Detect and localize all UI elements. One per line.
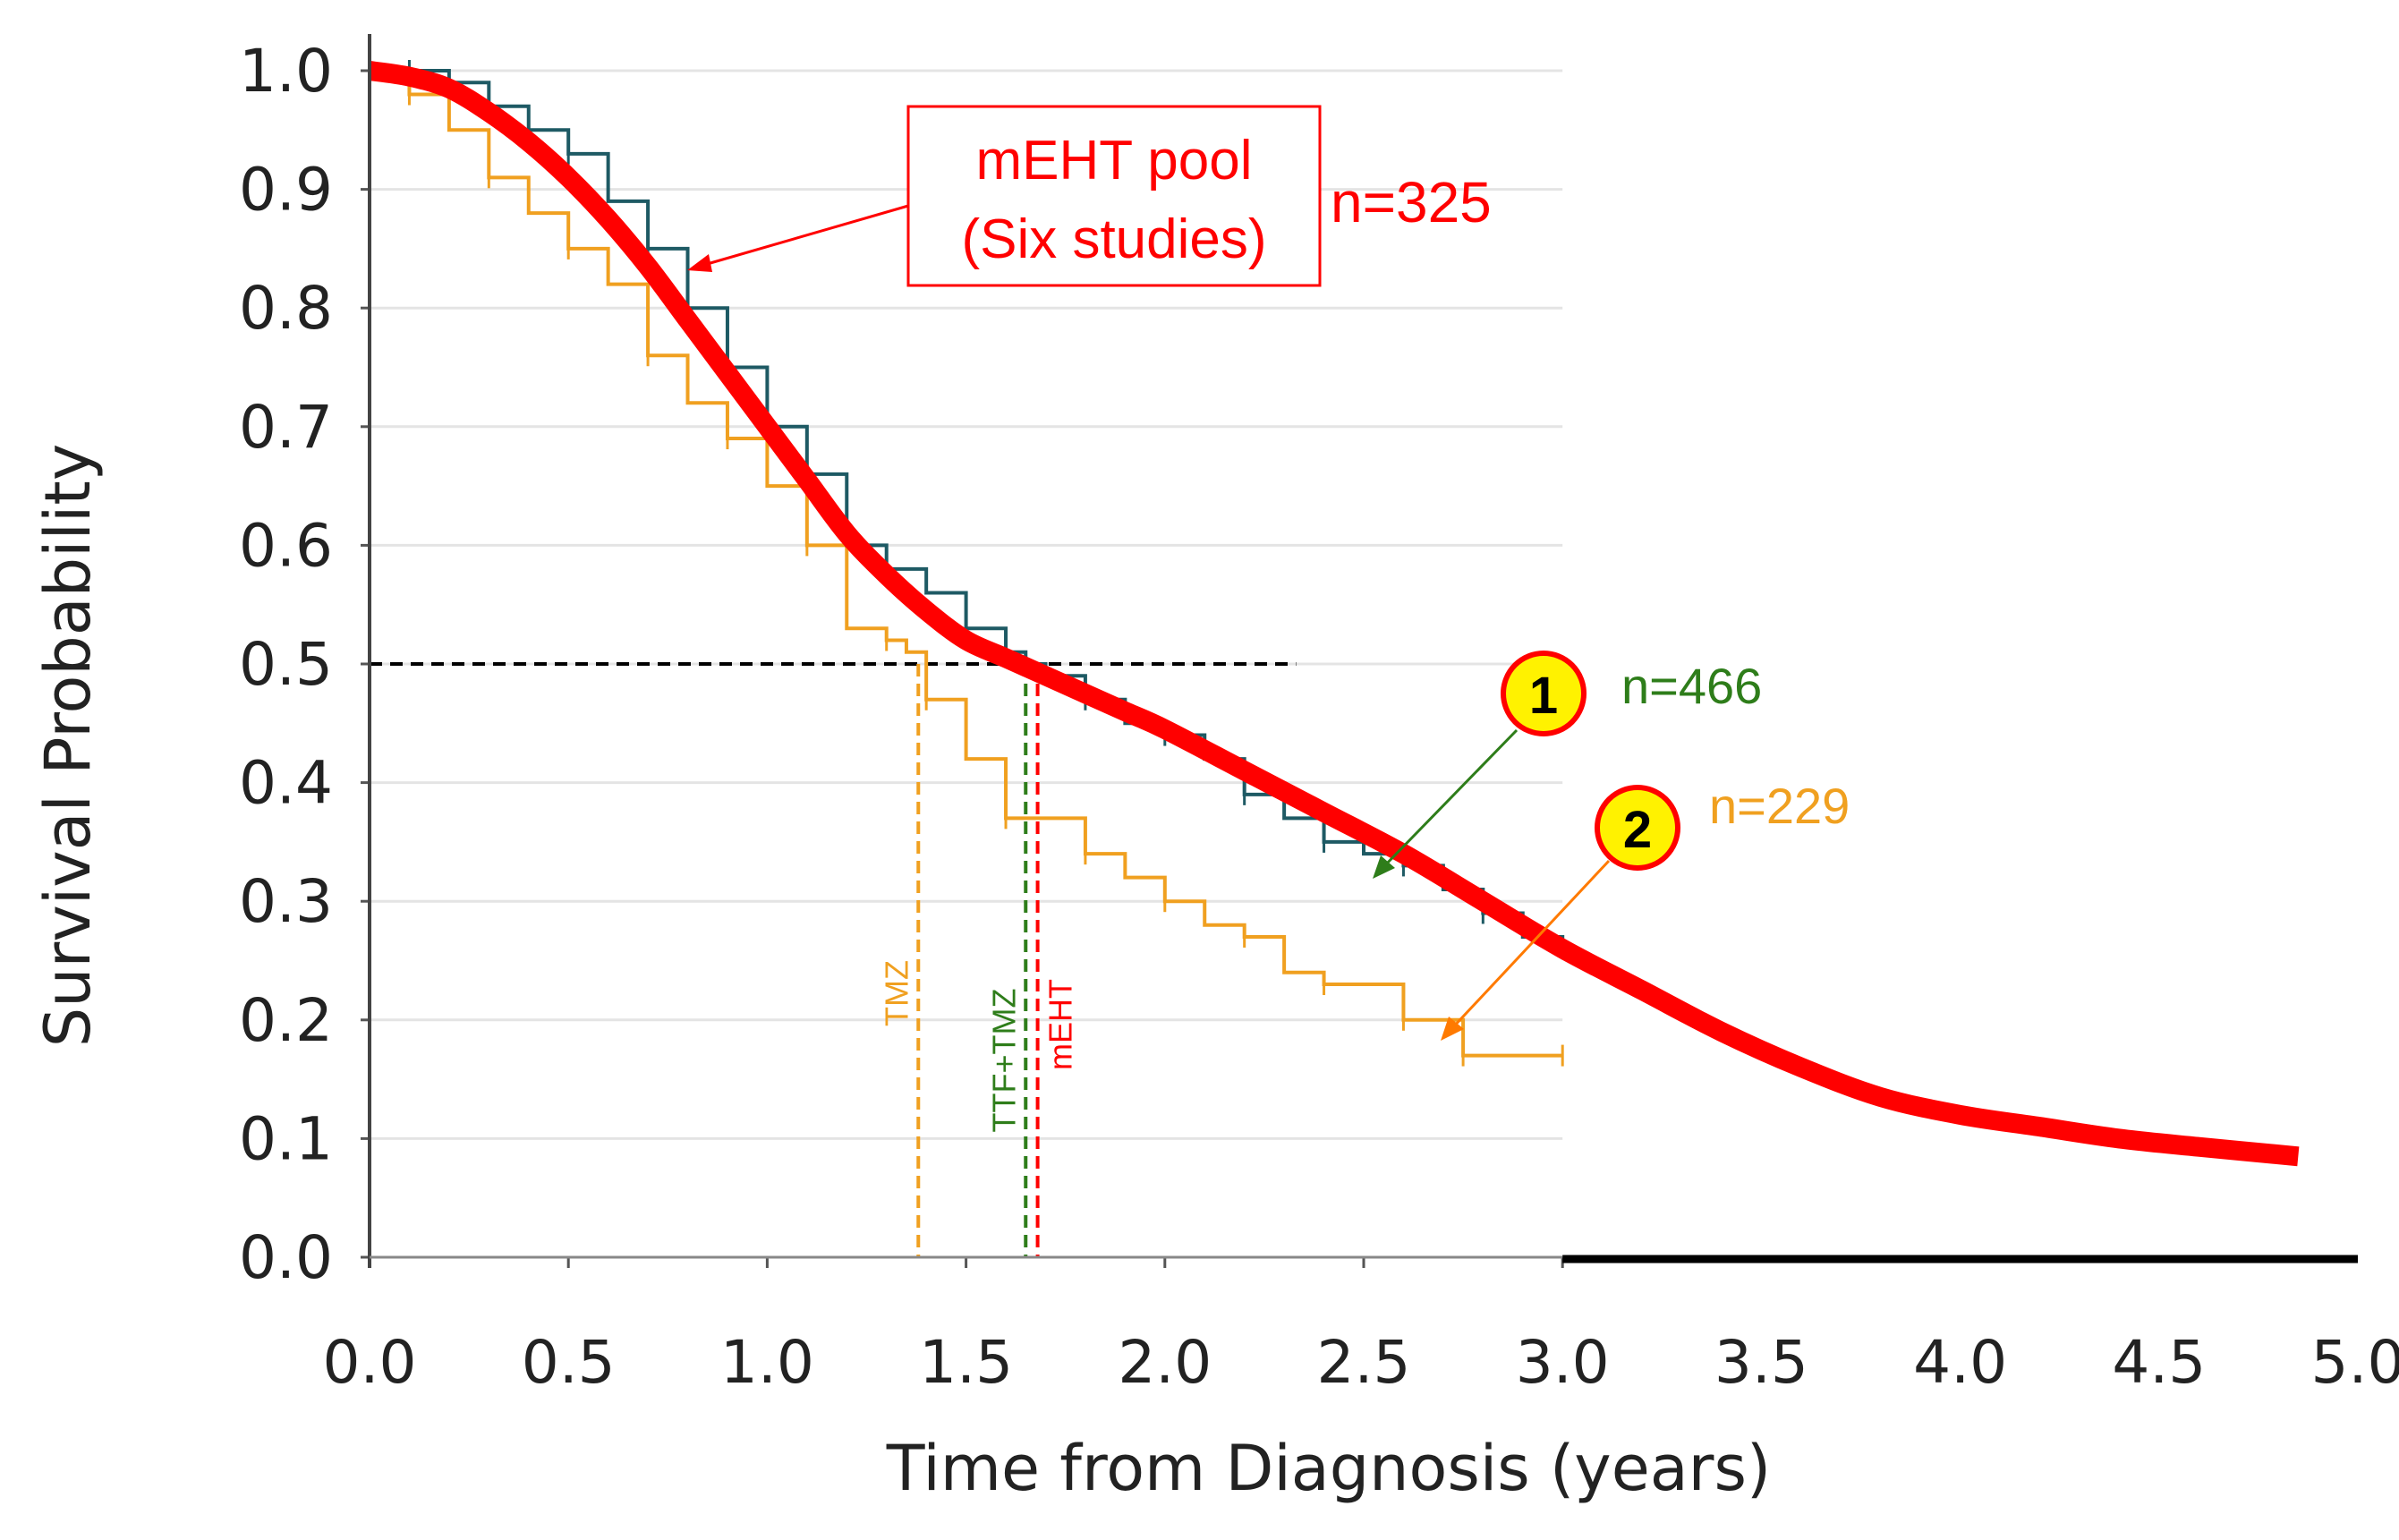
y-tick-label: 0.9 xyxy=(239,156,333,225)
x-tick-label: 5.0 xyxy=(2311,1328,2399,1397)
y-tick-label: 0.0 xyxy=(239,1223,333,1292)
series-lines xyxy=(368,60,2300,1167)
median-label: mEHT xyxy=(1042,979,1079,1070)
n-325-label: n=325 xyxy=(1331,170,1492,234)
x-tick-label: 0.0 xyxy=(323,1328,417,1397)
y-tick-label: 0.5 xyxy=(239,630,333,699)
x-tick-label: 3.0 xyxy=(1516,1328,1610,1397)
circle-2-number: 2 xyxy=(1623,801,1652,859)
y-tick-label: 0.7 xyxy=(239,393,333,462)
axes xyxy=(361,34,2358,1268)
meht-pool-sublabel: (Six studies) xyxy=(961,208,1266,270)
x-tick-label: 1.0 xyxy=(720,1328,814,1397)
median-label: TTF+TMZ xyxy=(985,989,1022,1133)
meht-pool-annotation: mEHT pool (Six studies) n=325 xyxy=(687,105,1492,287)
x-tick-label: 2.5 xyxy=(1317,1328,1411,1397)
circle-2-badge xyxy=(1595,785,1680,871)
meht-pool-label: mEHT pool xyxy=(976,130,1253,191)
series-2-arrow xyxy=(1450,859,1611,1031)
series-2-annotation: 2 n=229 xyxy=(1441,778,1850,1041)
series-line-n=466 xyxy=(370,69,1565,949)
series-2-arrowhead xyxy=(1441,1017,1464,1041)
meht-pool-arrow xyxy=(697,204,909,268)
y-tick-label: 0.2 xyxy=(239,986,333,1055)
x-tick-label: 3.5 xyxy=(1714,1328,1808,1397)
median-label: TMZ xyxy=(878,960,915,1026)
series-1-annotation: 1 n=466 xyxy=(1373,651,1762,879)
y-tick-label: 0.6 xyxy=(239,511,333,580)
circle-1-badge xyxy=(1501,651,1587,736)
series-1-arrow xyxy=(1381,728,1519,870)
y-tick-label: 0.1 xyxy=(239,1104,333,1173)
x-tick-label: 2.0 xyxy=(1118,1328,1212,1397)
meht-pool-arrowhead xyxy=(687,254,712,272)
y-tick-label: 0.4 xyxy=(239,749,333,818)
x-axis-title: Time from Diagnosis (years) xyxy=(886,1432,1771,1505)
series-line-n=229 xyxy=(370,69,1563,1058)
x-tick-label: 0.5 xyxy=(522,1328,616,1397)
y-tick-label: 1.0 xyxy=(239,37,333,106)
meht-pool-box xyxy=(906,105,1322,287)
series-line-n=325 xyxy=(368,61,2300,1167)
y-tick-label: 0.3 xyxy=(239,867,333,936)
n-229-label: n=229 xyxy=(1709,778,1850,834)
x-tick-label: 4.5 xyxy=(2112,1328,2206,1397)
x-tick-label: 1.5 xyxy=(919,1328,1013,1397)
tick-labels: 0.0 0.1 0.2 0.3 0.4 0.5 0.6 0.7 0.8 0.9 1.0 0.0 0.5 1… xyxy=(239,37,2399,1397)
n-466-label: n=466 xyxy=(1621,658,1762,714)
y-axis-title: Survival Probability xyxy=(31,444,105,1048)
circle-1-number: 1 xyxy=(1529,667,1558,725)
y-tick-label: 0.8 xyxy=(239,274,333,343)
x-tick-label: 4.0 xyxy=(1913,1328,2007,1397)
series-1-arrowhead xyxy=(1373,855,1395,879)
reference-lines: TMZ TTF+TMZ mEHT xyxy=(370,662,1297,1257)
